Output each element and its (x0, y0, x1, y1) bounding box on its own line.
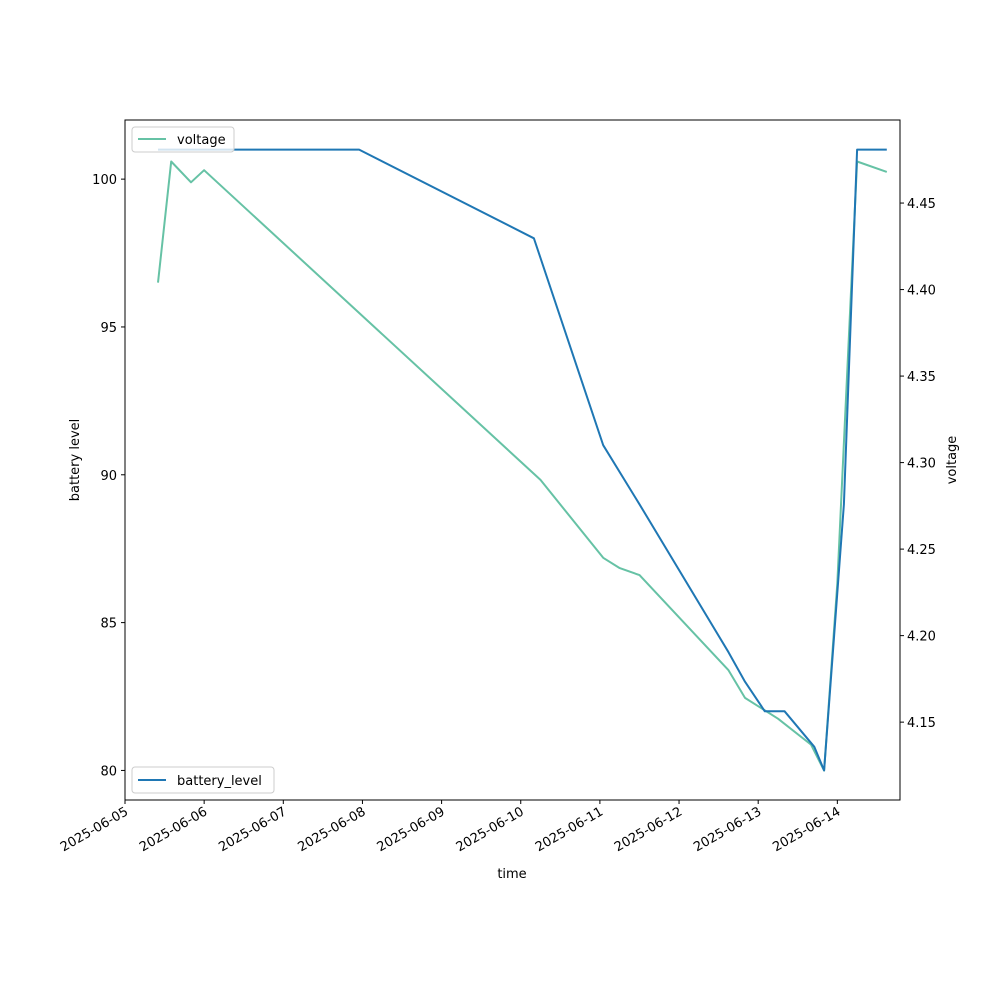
series-layer (157, 148, 888, 772)
legend-voltage-label: voltage (177, 133, 226, 148)
y-right-tick-label: 4.20 (907, 630, 936, 645)
y-left-tick-label: 80 (100, 764, 117, 779)
y-axis-right-label: voltage (945, 436, 960, 485)
legend-battery-level: battery_level (131, 766, 275, 794)
x-axis-label: time (497, 867, 526, 882)
y-right-tick-label: 4.45 (907, 197, 936, 212)
y-axis-left: 80 85 90 95 100 (92, 173, 125, 779)
y-left-tick-label: 90 (100, 469, 117, 484)
y-right-tick-label: 4.35 (907, 370, 936, 385)
y-left-tick-label: 100 (92, 173, 117, 188)
plot-frame (124, 119, 901, 801)
series-line-battery-level (158, 148, 887, 772)
y-right-tick-label: 4.25 (907, 543, 936, 558)
legend-voltage: voltage (131, 126, 235, 153)
legend-voltage-box (131, 126, 235, 153)
y-right-tick-label: 4.40 (907, 284, 936, 299)
legend-battery-level-box (131, 766, 275, 794)
y-right-tick-label: 4.30 (907, 457, 936, 472)
legend-battery-level-label: battery_level (177, 774, 262, 789)
y-axis-left-label: battery level (68, 419, 83, 502)
y-axis-right: 4.15 4.20 4.25 4.30 4.35 4.40 4.45 (900, 197, 936, 731)
y-left-tick-label: 85 (100, 617, 117, 632)
y-left-tick-label: 95 (100, 321, 117, 336)
y-right-tick-label: 4.15 (907, 716, 936, 731)
